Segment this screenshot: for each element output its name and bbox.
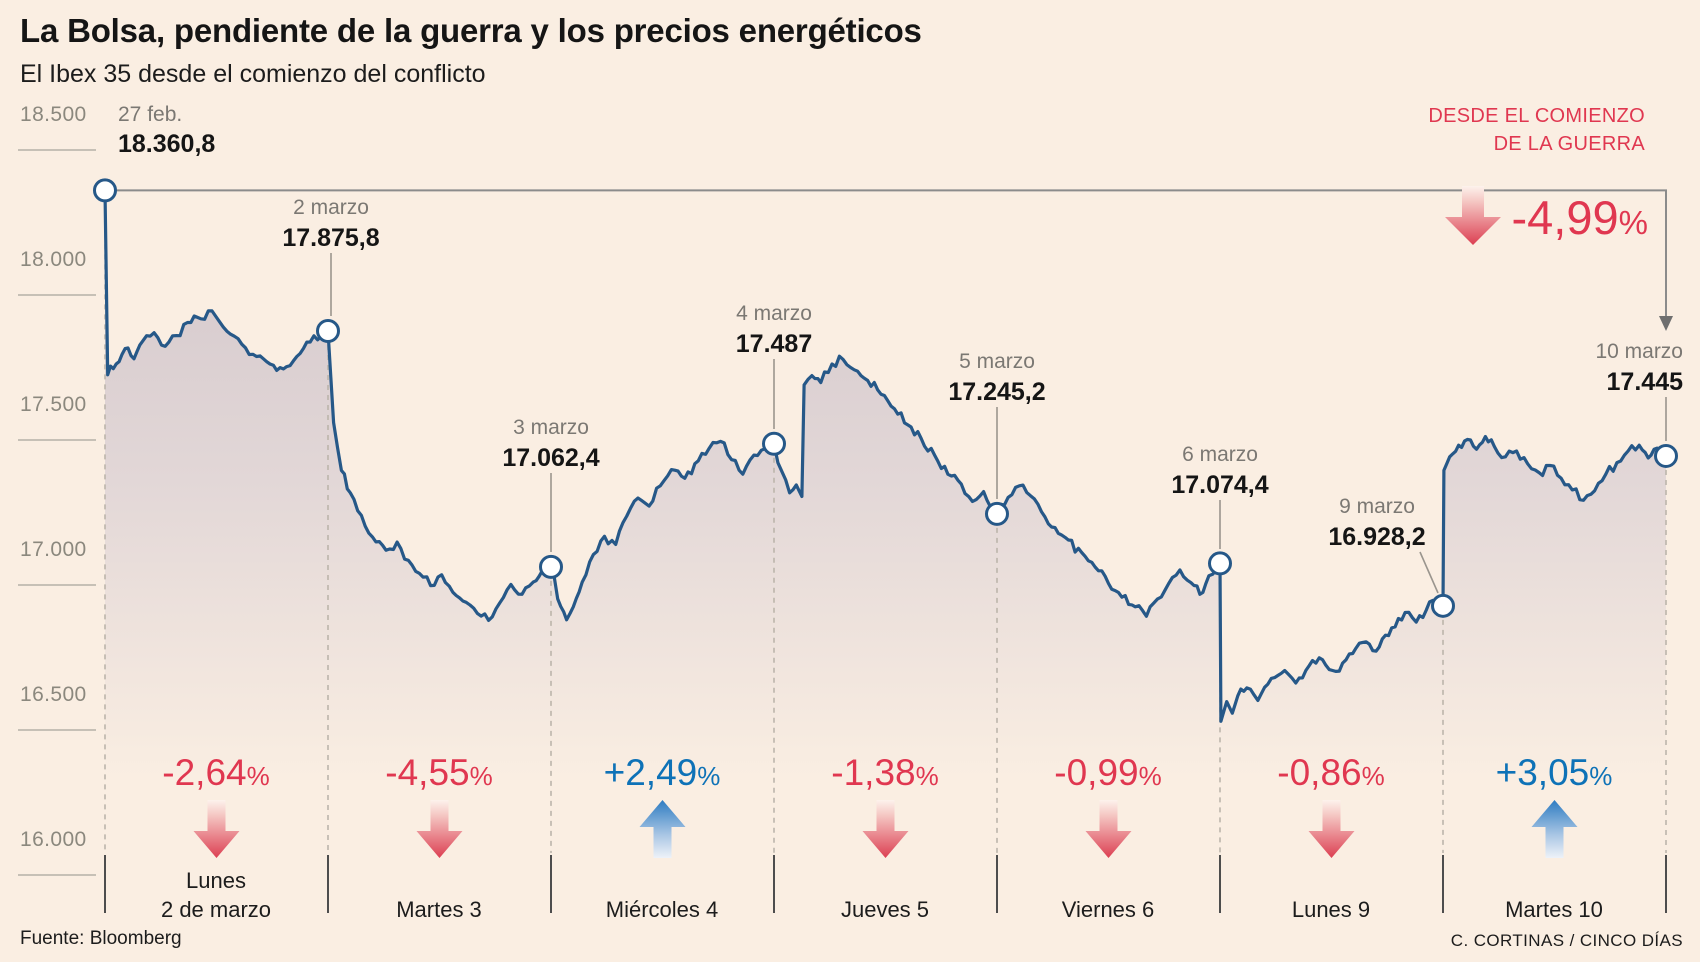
point-date: 2 marzo <box>293 196 369 219</box>
point-value: 17.875,8 <box>282 224 380 252</box>
point-value: 18.360,8 <box>118 130 216 158</box>
point-marker <box>1208 551 1232 576</box>
up-arrow-icon <box>1531 800 1578 858</box>
day-label: Lunes 9 <box>1291 897 1371 922</box>
point-date: 9 marzo <box>1339 495 1415 518</box>
y-axis-label: 16.000 <box>20 828 87 851</box>
day-label: Martes 10 <box>1505 897 1603 922</box>
source-credit: Fuente: Bloomberg <box>20 928 182 949</box>
day-label: Miércoles 4 <box>605 897 719 922</box>
day-change-pct: -0,99% <box>997 752 1220 794</box>
point-date: 4 marzo <box>736 302 812 325</box>
point-marker <box>539 554 563 579</box>
y-axis-label: 18.000 <box>20 248 87 271</box>
y-axis-label: 16.500 <box>20 683 87 706</box>
percent-sign: % <box>1589 761 1613 791</box>
since-war-pct: -4,99% <box>1512 190 1648 245</box>
percent-sign: % <box>1138 761 1162 791</box>
day-label: Lunes 2 de marzo <box>160 868 272 922</box>
chart-area <box>105 190 1666 858</box>
pct-number: -0,86 <box>1277 752 1362 793</box>
author-credit: C. CORTINAS / CINCO DÍAS <box>1450 931 1683 950</box>
day-change-pct: -1,38% <box>774 752 997 794</box>
point-value: 16.928,2 <box>1328 523 1426 551</box>
point-date: 5 marzo <box>959 350 1035 373</box>
point-value: 17.245,2 <box>948 378 1046 406</box>
percent-sign: % <box>469 761 493 791</box>
point-date: 10 marzo <box>1595 340 1683 363</box>
pct-number: +3,05 <box>1495 752 1590 793</box>
point-marker <box>93 178 117 203</box>
down-arrow-icon <box>1085 800 1132 858</box>
label-connector <box>1419 551 1439 594</box>
pct-number: -4,55 <box>385 752 470 793</box>
pct-number: -2,64 <box>162 752 247 793</box>
point-marker <box>762 431 786 456</box>
y-axis-label: 18.500 <box>20 103 87 126</box>
point-date: 27 feb. <box>118 103 183 126</box>
y-axis-label: 17.500 <box>20 393 87 416</box>
point-date: 3 marzo <box>513 416 589 439</box>
day-label: Jueves 5 <box>840 897 930 922</box>
day-change-pct: -4,55% <box>328 752 551 794</box>
percent-sign: % <box>1361 761 1385 791</box>
point-value: 17.062,4 <box>502 444 600 472</box>
down-arrow-icon <box>862 800 909 858</box>
point-marker <box>1431 593 1455 618</box>
point-value: 17.445 <box>1606 368 1683 396</box>
day-label: Martes 3 <box>396 897 482 922</box>
day-change-pct: -2,64% <box>105 752 328 794</box>
page-title: La Bolsa, pendiente de la guerra y los p… <box>20 12 922 49</box>
point-marker <box>1654 443 1678 468</box>
since-war-line2: DE LA GUERRA <box>1493 133 1645 155</box>
point-value: 17.487 <box>735 330 813 358</box>
point-value: 17.074,4 <box>1171 471 1269 499</box>
point-marker <box>985 501 1009 526</box>
day-change-pct: +2,49% <box>551 752 774 794</box>
down-arrow-icon <box>416 800 463 858</box>
pct-number: -1,38 <box>831 752 916 793</box>
y-axis-label: 17.000 <box>20 538 87 561</box>
since-war-down-arrow-icon <box>1445 186 1501 245</box>
since-war-label: DESDE EL COMIENZO DE LA GUERRA <box>1428 102 1645 158</box>
pct-number: -4,99 <box>1511 191 1619 244</box>
point-date: 6 marzo <box>1182 443 1258 466</box>
up-arrow-icon <box>639 800 686 858</box>
pct-number: -0,99 <box>1054 752 1139 793</box>
percent-sign: % <box>697 761 721 791</box>
reference-arrowhead <box>1659 316 1673 331</box>
price-line <box>103 188 1668 723</box>
day-change-pct: +3,05% <box>1443 752 1666 794</box>
down-arrow-icon <box>193 800 240 858</box>
page-subtitle: El Ibex 35 desde el comienzo del conflic… <box>20 60 486 88</box>
percent-sign: % <box>246 761 270 791</box>
pct-number: +2,49 <box>603 752 698 793</box>
day-label: Viernes 6 <box>1061 897 1155 922</box>
point-marker <box>316 319 340 344</box>
percent-sign: % <box>915 761 939 791</box>
down-arrow-icon <box>1308 800 1355 858</box>
since-war-line1: DESDE EL COMIENZO <box>1428 105 1645 127</box>
day-change-pct: -0,86% <box>1220 752 1443 794</box>
percent-sign: % <box>1618 204 1648 241</box>
reference-line <box>116 189 1667 318</box>
